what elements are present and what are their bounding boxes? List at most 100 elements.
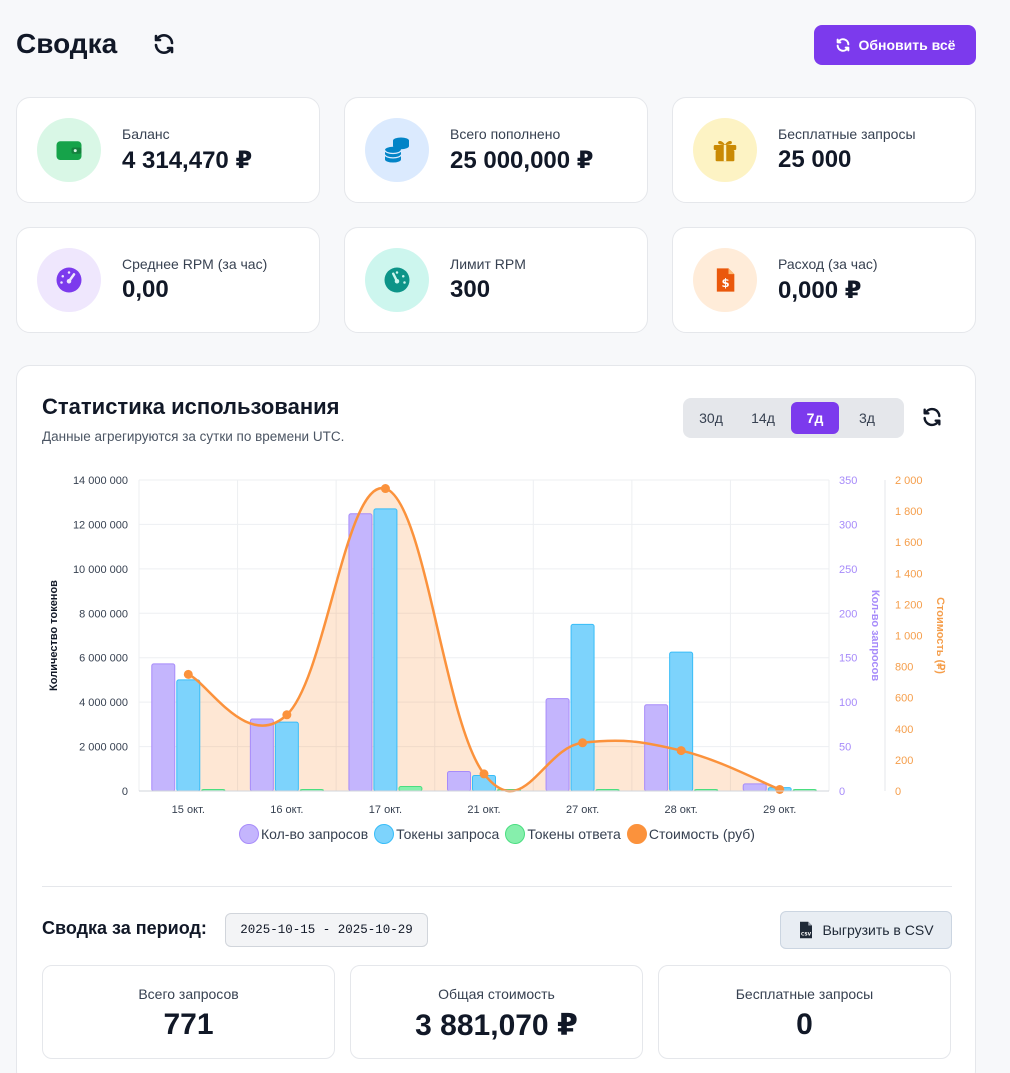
y-right2-tick: 800 [895, 662, 913, 674]
export-csv-button[interactable]: CSV Выгрузить в CSV [780, 911, 952, 949]
summary-card-cost: Общая стоимость 3 881,070 ₽ [350, 965, 643, 1059]
y-right1-tick: 0 [839, 786, 845, 798]
summary-value: 0 [796, 1008, 813, 1041]
bar-requests [249, 718, 274, 792]
csv-file-icon: CSV [800, 921, 813, 939]
summary-value: 3 881,070 ₽ [415, 1009, 578, 1042]
legend-item[interactable]: Токены ответа [505, 824, 621, 844]
summary-label: Общая стоимость [438, 986, 555, 1002]
bar-prompt-tokens [373, 508, 398, 792]
bar-requests [545, 698, 570, 792]
y-left-tick: 8 000 000 [79, 608, 128, 620]
x-tick-label: 17 окт. [369, 804, 402, 816]
cost-point [775, 784, 785, 794]
stat-value: 0,000 ₽ [778, 277, 862, 304]
usage-title: Статистика использования [42, 394, 340, 419]
y-right2-tick: 1 400 [895, 568, 923, 580]
stat-card-total-topup: Всего пополнено 25 000,000 ₽ [344, 97, 648, 203]
y-right2-tick: 200 [895, 755, 913, 767]
cost-area [188, 488, 780, 792]
stat-card-free-requests: Бесплатные запросы 25 000 [672, 97, 976, 203]
bar-prompt-tokens [669, 651, 694, 792]
gauge-icon [37, 248, 101, 312]
summary-card-requests: Всего запросов 771 [42, 965, 335, 1059]
usage-panel: Статистика использования Данные агрегиру… [16, 365, 976, 1073]
legend-item[interactable]: Токены запроса [374, 824, 499, 844]
x-tick-label: 21 окт. [467, 804, 500, 816]
legend-label: Стоимость (руб) [648, 826, 755, 842]
svg-text:CSV: CSV [801, 931, 812, 937]
y-right1-tick: 250 [839, 564, 857, 576]
x-tick-label: 15 окт. [172, 804, 205, 816]
refresh-icon[interactable] [921, 406, 943, 428]
range-tabs: 30д 14д 7д 3д [683, 398, 904, 438]
y-left-tick: 12 000 000 [73, 519, 128, 531]
y-right1-tick: 300 [839, 519, 857, 531]
stat-label: Всего пополнено [450, 126, 561, 142]
summary-label: Всего запросов [138, 986, 239, 1002]
range-tab-30d[interactable]: 30д [699, 410, 723, 426]
bar-requests [447, 770, 471, 792]
y-right1-axis-label: Кол-во запросов [869, 590, 881, 681]
y-left-tick: 14 000 000 [73, 475, 128, 487]
y-right2-tick: 1 000 [895, 631, 923, 643]
stat-card-avg-rpm: Среднее RPM (за час) 0,00 [16, 227, 320, 333]
stat-label: Баланс [122, 126, 170, 142]
y-right2-tick: 1 200 [895, 599, 923, 611]
stat-value: 25 000 [778, 146, 852, 173]
stat-label: Бесплатные запросы [778, 126, 916, 142]
legend-swatch [626, 824, 647, 844]
period-label: Сводка за период: [42, 918, 207, 938]
svg-text:$: $ [722, 276, 730, 290]
stat-value: 25 000,000 ₽ [450, 147, 594, 174]
y-right1-tick: 200 [839, 608, 857, 620]
bar-completion-tokens [398, 786, 423, 792]
gift-icon [693, 118, 757, 182]
usage-chart: 0 2 000 000 4 000 000 6 000 000 8 000 000 10 … [48, 475, 946, 816]
bar-requests [742, 783, 767, 792]
speedometer-icon [365, 248, 429, 312]
x-tick-label: 16 окт. [270, 804, 303, 816]
stat-value: 4 314,470 ₽ [122, 147, 253, 174]
stat-value: 300 [450, 276, 491, 303]
range-tab-7d[interactable]: 7д [791, 402, 839, 434]
wallet-icon [37, 118, 101, 182]
legend-item[interactable]: Кол-во запросов [239, 824, 368, 844]
stat-label: Лимит RPM [450, 256, 526, 272]
usage-subtitle: Данные агрегируются за сутки по времени … [42, 429, 345, 444]
legend-swatch [505, 824, 526, 844]
x-tick-label: 29 окт. [763, 804, 796, 816]
y-left-tick: 0 [122, 786, 128, 798]
legend-label: Токены ответа [527, 826, 621, 842]
stat-card-spend-hour: $ Расход (за час) 0,000 ₽ [672, 227, 976, 333]
range-tab-14d[interactable]: 14д [751, 410, 775, 426]
legend-label: Кол-во запросов [261, 826, 369, 842]
y-left-tick: 10 000 000 [73, 564, 128, 576]
y-right2-tick: 2 000 [895, 475, 923, 487]
y-right2-tick: 600 [895, 693, 913, 705]
summary-value: 771 [163, 1008, 214, 1041]
legend-item[interactable]: Стоимость (руб) [626, 824, 755, 844]
range-tab-3d[interactable]: 3д [859, 410, 875, 426]
y-left-axis-label: Количество токенов [48, 580, 60, 691]
period-range-field[interactable]: 2025-10-15 - 2025-10-29 [225, 913, 428, 947]
legend-swatch [374, 824, 395, 844]
stat-card-rpm-limit: Лимит RPM 300 [344, 227, 648, 333]
cost-point [578, 738, 588, 748]
refresh-icon[interactable] [152, 32, 176, 56]
y-right1-tick: 50 [839, 742, 851, 754]
cost-point [183, 669, 193, 679]
invoice-icon: $ [693, 248, 757, 312]
cost-point [282, 710, 292, 720]
y-right2-tick: 1 600 [895, 537, 923, 549]
cost-point [479, 769, 489, 779]
page-header: Сводка Обновить всё [16, 24, 976, 66]
bar-prompt-tokens [176, 679, 201, 792]
x-tick-label: 27 окт. [566, 804, 599, 816]
y-left-tick: 4 000 000 [79, 697, 128, 709]
refresh-icon [836, 38, 849, 52]
y-right1-tick: 350 [839, 475, 857, 487]
y-left-tick: 2 000 000 [79, 742, 128, 754]
stat-value: 0,00 [122, 276, 169, 303]
refresh-all-button[interactable]: Обновить всё [814, 25, 976, 65]
